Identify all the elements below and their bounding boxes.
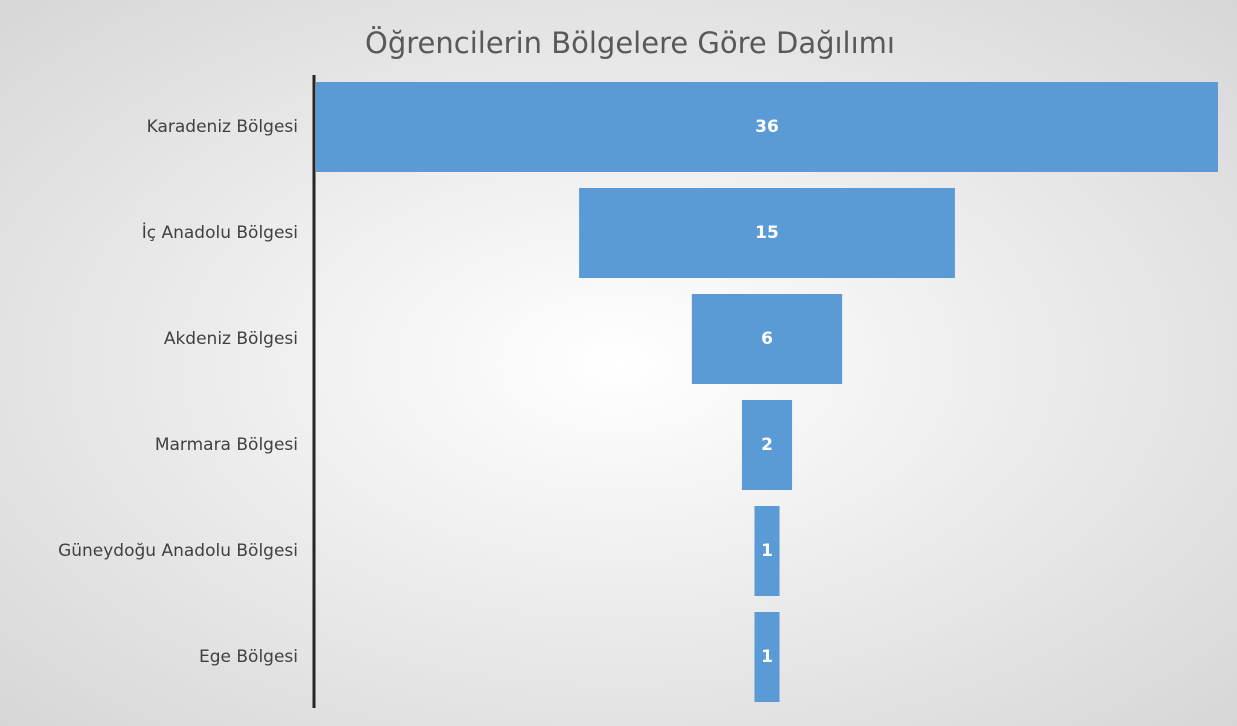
category-label: Akdeniz Bölgesi [164,329,298,349]
data-label: 1 [761,541,773,561]
data-label: 15 [755,223,779,243]
bar [754,612,780,702]
bar [691,294,843,384]
chart-title: Öğrencilerin Bölgelere Göre Dağılımı [365,26,895,60]
data-label: 6 [761,329,773,349]
bar [754,506,780,596]
bar [579,188,955,278]
data-label: 1 [761,647,773,667]
data-label: 2 [761,435,773,455]
category-label: Ege Bölgesi [199,647,298,667]
bar [741,400,793,490]
category-label: Karadeniz Bölgesi [147,117,298,137]
category-label: Güneydoğu Anadolu Bölgesi [58,541,298,561]
category-label: Marmara Bölgesi [155,435,298,455]
bar [316,82,1218,172]
data-label: 36 [755,117,779,137]
category-label: İç Anadolu Bölgesi [142,222,298,243]
